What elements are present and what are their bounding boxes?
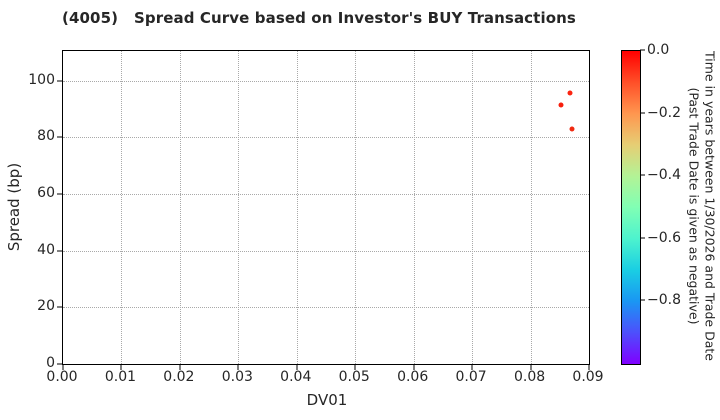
y-gridline bbox=[63, 80, 589, 82]
chart-title: (4005) Spread Curve based on Investor's … bbox=[62, 9, 576, 27]
colorbar-tick-label: −0.4 bbox=[647, 167, 681, 184]
x-tick-label: 0.02 bbox=[163, 369, 195, 385]
x-tick-mark bbox=[237, 365, 239, 370]
x-tick-mark bbox=[120, 365, 122, 370]
x-tick-label: 0.03 bbox=[221, 369, 253, 385]
x-tick-mark bbox=[530, 365, 532, 370]
colorbar-tick-mark bbox=[640, 299, 645, 301]
y-tick-label: 20 bbox=[37, 298, 55, 315]
y-axis-label: Spread (bp) bbox=[5, 162, 23, 252]
x-tick-mark bbox=[588, 365, 590, 370]
x-axis-label: DV01 bbox=[306, 391, 348, 409]
x-tick-label: 0.09 bbox=[572, 369, 604, 385]
colorbar-label-line2: (Past Trade Date is given as negative) bbox=[686, 87, 701, 325]
x-gridline bbox=[355, 51, 357, 364]
y-tick-mark bbox=[57, 250, 62, 252]
x-tick-label: 0.01 bbox=[104, 369, 137, 385]
x-tick-mark bbox=[296, 365, 298, 370]
colorbar-tick-label: 0.0 bbox=[647, 42, 670, 58]
y-tick-mark bbox=[57, 306, 62, 308]
x-gridline bbox=[179, 51, 181, 364]
x-gridline bbox=[472, 51, 474, 364]
colorbar-tick-label: −0.2 bbox=[647, 104, 681, 121]
x-tick-label: 0.00 bbox=[46, 369, 78, 385]
y-tick-mark bbox=[57, 193, 62, 195]
colorbar-tick-mark bbox=[640, 174, 645, 176]
y-tick-mark bbox=[57, 80, 62, 82]
colorbar-label: Time in years between 1/30/2026 and Trad… bbox=[685, 51, 718, 361]
x-gridline bbox=[530, 51, 532, 364]
x-tick-mark bbox=[354, 365, 356, 370]
colorbar bbox=[621, 50, 641, 365]
x-tick-mark bbox=[471, 365, 473, 370]
y-gridline bbox=[63, 307, 589, 309]
data-point bbox=[567, 90, 573, 96]
x-tick-label: 0.08 bbox=[513, 369, 546, 385]
x-tick-label: 0.07 bbox=[455, 369, 487, 385]
colorbar-tick-label: −0.6 bbox=[647, 229, 681, 246]
x-tick-label: 0.04 bbox=[280, 369, 312, 385]
data-point bbox=[558, 102, 564, 108]
y-tick-label: 60 bbox=[37, 185, 55, 202]
x-tick-label: 0.05 bbox=[338, 369, 370, 385]
x-gridline bbox=[296, 51, 298, 364]
x-tick-mark bbox=[62, 365, 64, 370]
y-tick-label: 80 bbox=[37, 128, 55, 145]
plot-area bbox=[57, 50, 590, 370]
colorbar-label-line1: Time in years between 1/30/2026 and Trad… bbox=[702, 51, 718, 361]
y-gridline bbox=[63, 250, 589, 252]
data-point bbox=[569, 126, 575, 132]
y-tick-label: 40 bbox=[37, 241, 55, 258]
y-tick-mark bbox=[57, 136, 62, 138]
y-tick-mark bbox=[57, 363, 62, 365]
y-gridline bbox=[63, 194, 589, 196]
colorbar-tick-mark bbox=[640, 237, 645, 239]
y-tick-label: 100 bbox=[28, 71, 55, 88]
x-tick-label: 0.06 bbox=[397, 369, 429, 385]
x-gridline bbox=[121, 51, 123, 364]
x-tick-mark bbox=[413, 365, 415, 370]
x-gridline bbox=[413, 51, 415, 364]
colorbar-tick-label: −0.8 bbox=[647, 292, 681, 309]
y-tick-label: 0 bbox=[46, 355, 55, 371]
y-gridline bbox=[63, 137, 589, 139]
x-gridline bbox=[238, 51, 240, 364]
colorbar-tick-mark bbox=[640, 112, 645, 114]
colorbar-tick-mark bbox=[640, 49, 645, 51]
x-tick-mark bbox=[179, 365, 181, 370]
